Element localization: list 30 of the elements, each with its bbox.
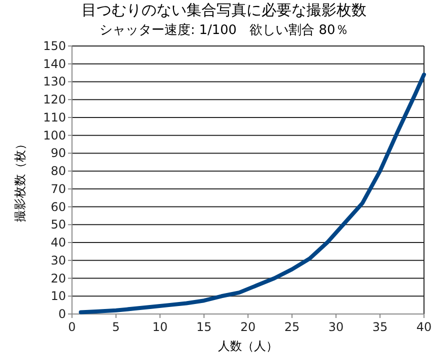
x-tick-label: 0 bbox=[68, 320, 76, 334]
y-tick-label: 30 bbox=[50, 253, 66, 268]
y-tick-label: 0 bbox=[58, 307, 66, 321]
x-axis-title: 人数（人） bbox=[218, 339, 278, 353]
x-tick-label: 20 bbox=[240, 320, 256, 334]
y-tick-label: 50 bbox=[50, 218, 66, 232]
x-tick-label: 30 bbox=[328, 320, 344, 334]
y-tick-label: 110 bbox=[43, 110, 66, 124]
y-tick-label: 140 bbox=[43, 56, 66, 71]
chart-subtitle: シャッター速度: 1/100 欲しい割合 80％ bbox=[100, 22, 348, 38]
x-tick-label: 5 bbox=[112, 320, 120, 334]
y-tick-label: 20 bbox=[50, 271, 66, 286]
y-tick-label: 80 bbox=[50, 164, 66, 178]
line-series bbox=[78, 72, 426, 314]
y-tick-label: 60 bbox=[50, 200, 66, 214]
chart-title: 目つむりのない集合写真に必要な撮影枚数 bbox=[82, 1, 366, 19]
y-tick-label: 130 bbox=[43, 74, 66, 89]
x-tick-label: 35 bbox=[372, 320, 388, 334]
y-tick-label: 40 bbox=[50, 236, 66, 250]
y-tick-label: 70 bbox=[50, 182, 66, 196]
y-tick-label: 10 bbox=[50, 289, 66, 304]
x-tick-label: 40 bbox=[416, 320, 432, 334]
x-tick-label: 15 bbox=[196, 320, 212, 334]
y-axis-title: 撮影枚数（枚） bbox=[13, 138, 27, 222]
y-tick-label: 120 bbox=[43, 92, 66, 107]
y-tick-label: 100 bbox=[43, 128, 66, 142]
y-tick-label: 150 bbox=[43, 39, 66, 53]
x-tick-label: 25 bbox=[284, 320, 300, 334]
y-tick-label: 90 bbox=[50, 146, 66, 160]
x-tick-label: 10 bbox=[152, 320, 168, 334]
